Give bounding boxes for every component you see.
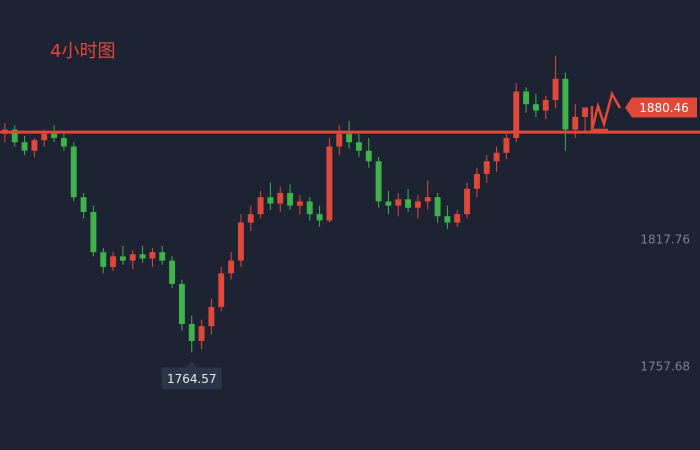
candle-body xyxy=(267,197,274,204)
candle-body xyxy=(385,201,392,206)
candle-body xyxy=(355,142,362,151)
candle-body xyxy=(503,138,510,153)
candle-body xyxy=(296,201,303,206)
candle-body xyxy=(365,150,372,162)
candle-body xyxy=(395,199,402,206)
candle-body xyxy=(188,324,195,341)
candle-body xyxy=(208,307,215,327)
candle-body xyxy=(80,197,87,213)
candle-body xyxy=(424,197,431,202)
candle-body xyxy=(336,133,343,147)
candle-body xyxy=(493,152,500,162)
candle-body xyxy=(277,192,284,204)
candle-body xyxy=(434,197,441,217)
candle-body xyxy=(473,173,480,189)
candle-body xyxy=(572,116,579,130)
candle-body xyxy=(21,142,28,151)
candle-body xyxy=(444,216,451,223)
candle-body xyxy=(218,273,225,308)
candle-body xyxy=(483,161,490,174)
candle-body xyxy=(129,254,136,261)
candle-body xyxy=(542,99,549,111)
candle-body xyxy=(247,214,254,223)
candle-body xyxy=(562,78,569,130)
candle-body xyxy=(552,78,559,100)
candle-body xyxy=(523,91,530,105)
candle-body xyxy=(110,256,117,267)
candle-body xyxy=(464,188,471,215)
candle-body xyxy=(149,252,156,259)
candle-body xyxy=(257,197,264,215)
candle-body xyxy=(454,214,461,223)
y-tick-label: 1757.68 xyxy=(640,359,690,373)
price-tag xyxy=(625,97,697,118)
candle-body xyxy=(11,129,18,143)
candle-body xyxy=(119,256,126,261)
candle-body xyxy=(139,254,146,259)
candle-body xyxy=(159,252,166,261)
candle-body xyxy=(41,133,48,141)
candle-body xyxy=(169,260,176,284)
candle-body xyxy=(198,326,205,341)
candle-body xyxy=(316,214,323,221)
chart-title: 4小时图 xyxy=(50,41,115,62)
candle-body xyxy=(306,201,313,215)
candle-body xyxy=(51,133,58,139)
candle-body xyxy=(513,91,520,139)
candle-body xyxy=(228,260,235,274)
candle-body xyxy=(237,222,244,261)
candle-body xyxy=(178,283,185,325)
candle-body xyxy=(90,212,97,253)
trend-annotation xyxy=(590,106,608,132)
candle-body xyxy=(100,252,107,267)
candle-body xyxy=(405,199,412,208)
trend-annotation xyxy=(590,90,622,131)
candle-body xyxy=(414,201,421,208)
low-tag xyxy=(161,367,222,390)
low-tag-label: 1764.57 xyxy=(167,372,217,386)
candle-body xyxy=(582,107,589,117)
candle-body xyxy=(31,140,38,151)
candle-body xyxy=(287,192,294,206)
candle-body xyxy=(326,146,333,221)
candle-body xyxy=(60,138,67,147)
candle-body xyxy=(70,146,77,198)
y-tick-label: 1817.76 xyxy=(640,232,690,246)
candle-body xyxy=(346,133,353,143)
price-tag-label: 1880.46 xyxy=(639,101,689,115)
candle-body xyxy=(532,104,539,111)
candle-body xyxy=(375,161,382,202)
low-tag-pointer xyxy=(186,361,197,368)
